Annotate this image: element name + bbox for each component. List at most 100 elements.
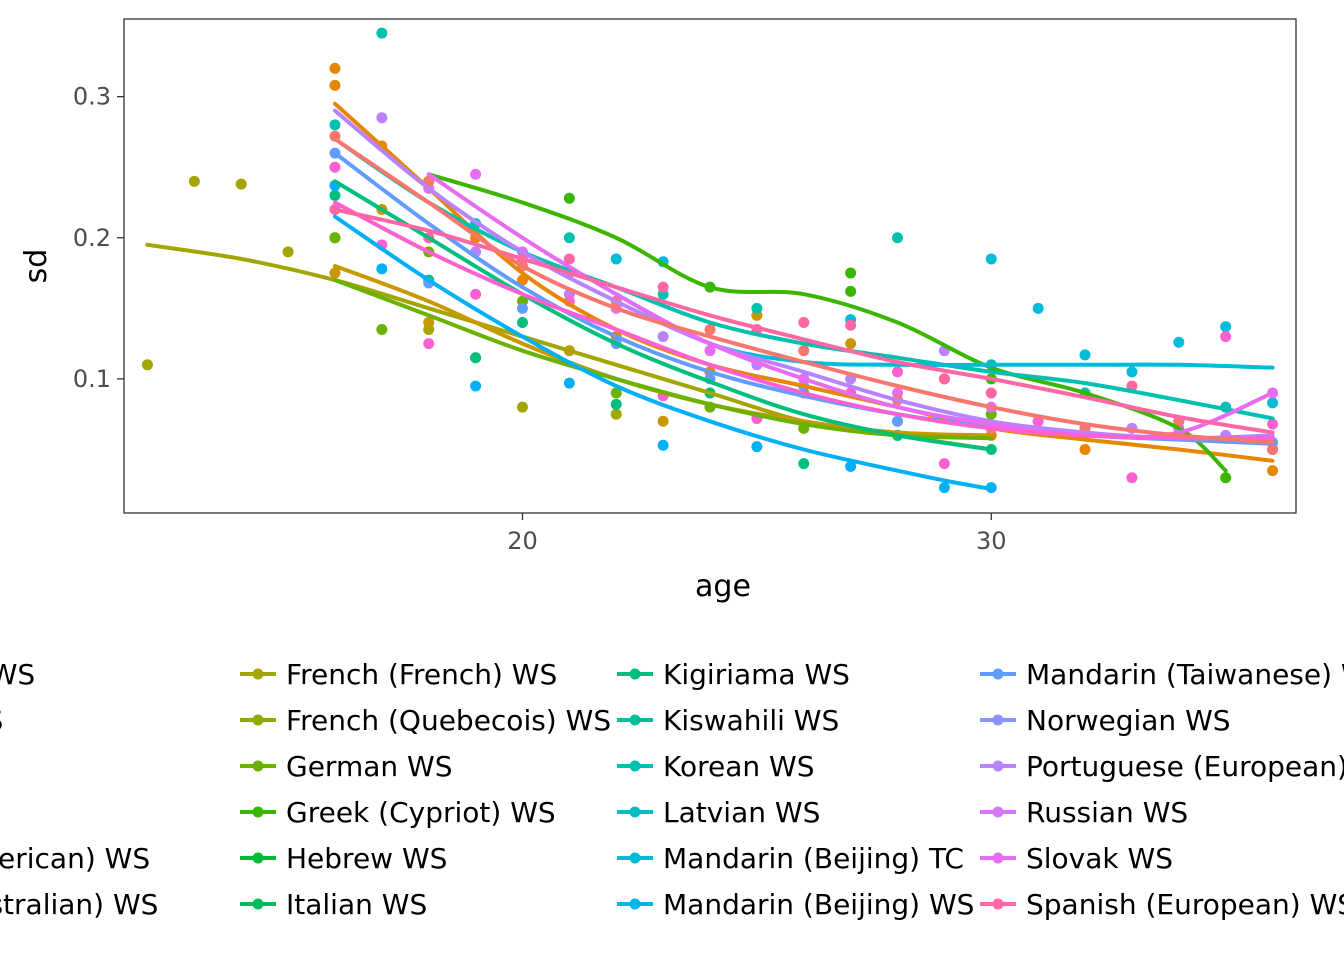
legend-label: Kiswahili WS xyxy=(663,704,839,737)
legend-item: Kigiriama WS xyxy=(617,658,850,691)
data-point xyxy=(798,345,810,357)
data-point xyxy=(610,408,622,420)
legend-key-point xyxy=(252,898,264,910)
data-point xyxy=(470,380,482,392)
data-point xyxy=(1126,366,1138,378)
y-axis-title: sd xyxy=(19,249,54,284)
data-point xyxy=(1126,472,1138,484)
legend: nese WSan WSWSn WSn (American) WSn (Aust… xyxy=(0,658,1344,921)
data-point xyxy=(610,398,622,410)
x-axis-title: age xyxy=(695,569,751,604)
legend-label: Mandarin (Beijing) WS xyxy=(663,888,974,921)
data-point xyxy=(470,168,482,180)
data-point xyxy=(1267,397,1279,409)
legend-key-point xyxy=(992,714,1004,726)
data-point xyxy=(845,460,857,472)
data-point xyxy=(704,345,716,357)
legend-item: Kiswahili WS xyxy=(617,704,839,737)
data-point xyxy=(376,324,388,336)
legend-label: Italian WS xyxy=(286,888,427,921)
legend-item: Slovak WS xyxy=(980,842,1173,875)
data-point xyxy=(845,319,857,331)
data-point xyxy=(610,387,622,399)
data-point xyxy=(985,253,997,265)
data-point xyxy=(235,178,247,190)
data-point xyxy=(563,253,575,265)
data-point xyxy=(141,359,153,371)
legend-item: Mandarin (Taiwanese) WS xyxy=(980,658,1344,691)
data-point xyxy=(845,285,857,297)
legend-label: Korean WS xyxy=(663,750,814,783)
data-point xyxy=(985,387,997,399)
data-point xyxy=(376,263,388,275)
data-point xyxy=(892,415,904,427)
y-tick-label: 0.2 xyxy=(73,224,111,252)
data-point xyxy=(938,373,950,385)
legend-key-point xyxy=(629,668,641,680)
series-12-smooth-line xyxy=(333,200,1275,441)
data-point xyxy=(610,253,622,265)
data-point xyxy=(845,267,857,279)
legend-label: Latvian WS xyxy=(663,796,820,829)
legend-key-point xyxy=(252,714,264,726)
data-point xyxy=(1267,465,1279,477)
data-point xyxy=(188,175,200,187)
legend-item: Italian WS xyxy=(240,888,427,921)
legend-item: French (French) WS xyxy=(240,658,557,691)
series-8-points xyxy=(329,180,997,494)
data-point xyxy=(516,302,528,314)
legend-item: Greek (Cypriot) WS xyxy=(240,796,556,829)
data-point xyxy=(329,189,341,201)
series-7-points xyxy=(610,253,1279,409)
legend-item: nese WS xyxy=(0,658,35,691)
legend-key-point xyxy=(992,898,1004,910)
data-point xyxy=(516,316,528,328)
legend-item: an WS xyxy=(0,704,3,737)
legend-item: German WS xyxy=(240,750,452,783)
data-point xyxy=(657,415,669,427)
data-point xyxy=(938,458,950,470)
legend-label: Greek (Cypriot) WS xyxy=(286,796,556,829)
legend-key-point xyxy=(629,806,641,818)
legend-label: Russian WS xyxy=(1026,796,1188,829)
data-point xyxy=(1079,349,1091,361)
data-point xyxy=(329,79,341,91)
data-point xyxy=(282,246,294,258)
series-10-smooth-line xyxy=(333,108,1275,441)
data-point xyxy=(329,119,341,131)
data-point xyxy=(329,62,341,74)
legend-label: an WS xyxy=(0,704,3,737)
series-4-points xyxy=(423,175,1232,484)
legend-key-point xyxy=(252,852,264,864)
data-point xyxy=(751,302,763,314)
legend-item: n (American) WS xyxy=(0,842,150,875)
data-point xyxy=(329,161,341,173)
legend-key-point xyxy=(992,760,1004,772)
legend-item: Mandarin (Beijing) WS xyxy=(617,888,974,921)
legend-label: Norwegian WS xyxy=(1026,704,1231,737)
legend-label: French (Quebecois) WS xyxy=(286,704,611,737)
data-point xyxy=(329,232,341,244)
data-point xyxy=(1220,321,1232,333)
data-point xyxy=(657,331,669,343)
plot-area xyxy=(141,27,1279,494)
legend-item: Hebrew WS xyxy=(240,842,447,875)
legend-label: n (American) WS xyxy=(0,842,150,875)
data-point xyxy=(704,324,716,336)
panel-border xyxy=(123,18,1297,514)
legend-item: Portuguese (European) WS xyxy=(980,750,1344,783)
legend-key-point xyxy=(252,668,264,680)
legend-item: Latvian WS xyxy=(617,796,820,829)
legend-label: Slovak WS xyxy=(1026,842,1173,875)
legend-label: German WS xyxy=(286,750,452,783)
series-0-points xyxy=(141,175,622,420)
data-point xyxy=(423,338,435,350)
y-tick-label: 0.1 xyxy=(73,365,111,393)
legend-label: nese WS xyxy=(0,658,35,691)
legend-item: Russian WS xyxy=(980,796,1188,829)
legend-key-point xyxy=(992,852,1004,864)
data-point xyxy=(1220,472,1232,484)
legend-label: French (French) WS xyxy=(286,658,557,691)
data-point xyxy=(516,401,528,413)
